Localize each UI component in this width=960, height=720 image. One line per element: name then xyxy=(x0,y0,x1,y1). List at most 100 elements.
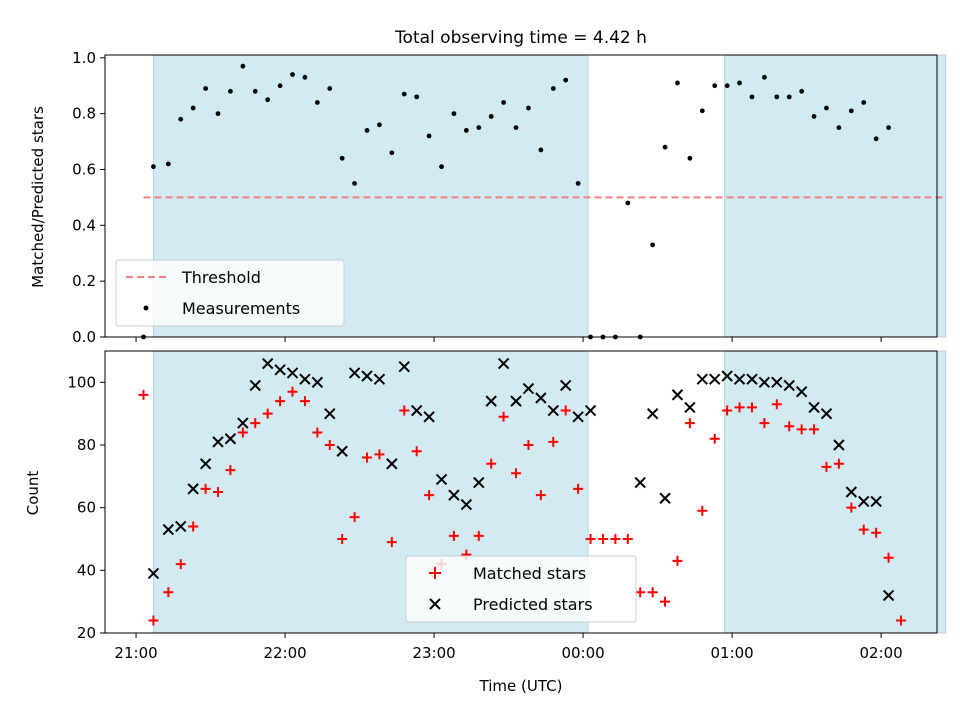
predicted-star-point xyxy=(584,404,597,417)
x-tick-label: 21:00 xyxy=(114,644,157,662)
matched-star-point xyxy=(411,446,422,457)
predicted-star-point xyxy=(237,417,249,429)
predicted-star-point xyxy=(199,458,212,470)
chart-title: Total observing time = 4.42 h xyxy=(394,28,647,48)
predicted-star-point xyxy=(820,407,833,420)
observing-window-2 xyxy=(724,350,947,634)
measurement-point xyxy=(414,94,420,100)
matched-star-point xyxy=(734,402,745,413)
predicted-star-point xyxy=(646,407,659,420)
matched-star-point xyxy=(672,555,683,566)
y-tick-label: 100 xyxy=(67,373,96,391)
matched-star-point xyxy=(337,534,348,544)
matched-star-point xyxy=(225,465,236,476)
matched-star-point xyxy=(560,405,571,416)
measurement-point xyxy=(575,181,581,186)
bottom-y-axis: 20 40 60 80 100 xyxy=(67,373,105,642)
matched-star-point xyxy=(833,458,844,469)
matched-star-point xyxy=(883,552,894,563)
bottom-panel: 20 40 60 80 100 21:00 22:00 23:00 00:00 01:00 02:… xyxy=(24,350,947,695)
matched-star-point xyxy=(324,440,335,450)
measurement-point xyxy=(215,111,221,117)
predicted-star-point xyxy=(175,520,187,533)
predicted-star-point xyxy=(659,492,671,504)
measurement-point xyxy=(228,88,233,94)
measurement-point xyxy=(290,72,295,77)
matched-star-point xyxy=(362,452,373,463)
predicted-star-point xyxy=(361,370,373,382)
x-tick-label: 02:00 xyxy=(860,644,903,662)
predicted-star-point xyxy=(559,379,572,392)
y-tick-label: 0.8 xyxy=(72,105,96,123)
measurement-point xyxy=(240,63,246,69)
matched-star-point xyxy=(635,587,646,598)
y-tick-label: 40 xyxy=(77,561,96,579)
measurement-point xyxy=(675,80,680,86)
matched-star-point xyxy=(299,396,310,407)
y-tick-label: 60 xyxy=(77,499,96,517)
matched-star-point xyxy=(424,490,435,501)
predicted-star-point xyxy=(212,436,224,448)
measurement-point xyxy=(463,127,469,133)
matched-star-point xyxy=(895,615,906,626)
measurement-point xyxy=(252,88,258,94)
x-tick-label: 23:00 xyxy=(412,644,455,662)
predicted-star-point xyxy=(187,483,199,495)
predicted-star-point xyxy=(274,364,286,376)
matched-star-point xyxy=(175,559,186,570)
matched-star-point xyxy=(262,408,273,419)
matched-star-point xyxy=(511,468,522,479)
matched-star-point xyxy=(573,483,584,494)
matched-star-point xyxy=(287,386,298,397)
predicted-star-point xyxy=(870,495,882,508)
measurement-point xyxy=(151,164,156,170)
predicted-star-point xyxy=(733,373,746,385)
predicted-star-point xyxy=(709,373,721,385)
measurement-point xyxy=(451,111,457,117)
predicted-star-point xyxy=(435,473,448,486)
predicted-star-point xyxy=(845,486,858,498)
measurement-point xyxy=(861,100,867,105)
bottom-legend-box xyxy=(405,555,637,623)
predicted-star-point xyxy=(348,367,361,379)
predicted-star-point xyxy=(373,373,386,385)
measurements-legend-label: Measurements xyxy=(182,299,300,318)
measurement-point xyxy=(625,200,631,206)
predicted-star-point xyxy=(497,357,510,370)
predicted-star-point xyxy=(547,404,559,417)
y-tick-label: 0.6 xyxy=(72,160,96,178)
matched-star-point xyxy=(486,458,497,469)
measurement-point xyxy=(824,105,829,111)
predicted-star-point xyxy=(249,379,261,392)
matched-star-point xyxy=(746,402,757,413)
observing-window-2 xyxy=(724,54,947,338)
predicted-star-point xyxy=(758,376,771,389)
measurement-point xyxy=(327,86,333,91)
predicted-star-point xyxy=(423,411,435,423)
measurement-points xyxy=(141,63,891,340)
x-tick-label: 22:00 xyxy=(263,644,306,662)
y-tick-label: 0.2 xyxy=(72,272,96,290)
matched-star-point xyxy=(275,396,286,407)
predicted-star-point xyxy=(783,379,795,392)
top-x-ticks xyxy=(135,337,882,342)
measurement-point xyxy=(886,125,891,130)
matched-star-point xyxy=(448,530,459,541)
matched-star-point xyxy=(684,418,695,429)
top-y-axis: 0.0 0.2 0.4 0.6 0.8 1.0 xyxy=(72,49,105,346)
measurement-point xyxy=(476,125,482,130)
y-tick-label: 1.0 xyxy=(72,49,96,67)
measurement-point xyxy=(687,155,693,161)
predicted-star-point xyxy=(324,407,336,420)
matched-stars-legend-swatch xyxy=(429,567,441,579)
matched-star-points xyxy=(138,386,906,626)
measurement-point xyxy=(848,108,854,114)
x-axis-label: Time (UTC) xyxy=(479,677,563,695)
matched-star-point xyxy=(809,424,820,435)
matched-star-point xyxy=(148,615,159,626)
predicted-star-point xyxy=(858,495,870,508)
bottom-axes-frame xyxy=(104,350,938,634)
measurement-point xyxy=(426,133,432,139)
matched-star-point xyxy=(523,440,534,450)
predicted-star-point xyxy=(833,439,845,451)
